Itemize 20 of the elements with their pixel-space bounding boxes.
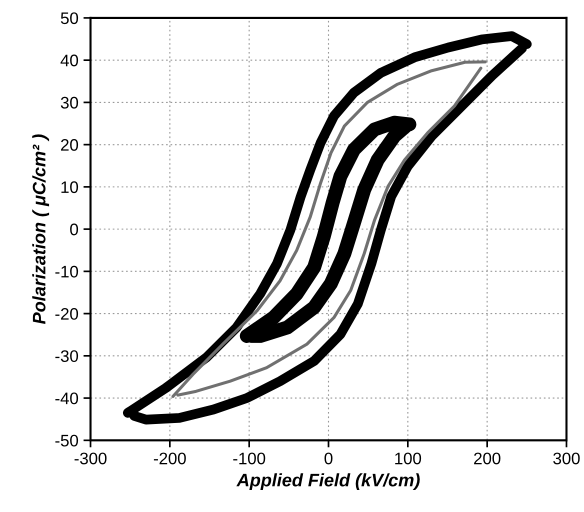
y-tick-label: -20	[55, 308, 78, 320]
x-tick-label: -200	[154, 452, 186, 464]
y-tick-label: 50	[60, 12, 78, 24]
y-tick-label: -10	[55, 266, 78, 278]
x-tick-label: 0	[324, 452, 332, 464]
y-tick-label: -40	[55, 392, 78, 404]
y-tick-label: 40	[60, 54, 78, 66]
x-tick-label: 200	[474, 452, 500, 464]
x-axis-title: Applied Field (kV/cm)	[236, 473, 420, 490]
y-tick-label: 0	[70, 224, 78, 236]
y-tick-label: 20	[61, 139, 78, 151]
y-tick-label: 30	[60, 96, 78, 109]
y-axis-title: Polarization ( μC/cm² )	[32, 134, 50, 324]
x-tick-label: 100	[395, 452, 422, 464]
y-tick-label: -30	[55, 350, 78, 362]
x-tick-label: 300	[553, 452, 580, 464]
x-tick-label: -100	[233, 452, 266, 464]
y-tick-label: -50	[55, 434, 78, 447]
y-tick-label: 10	[61, 181, 78, 194]
x-tick-label: -300	[74, 452, 107, 464]
